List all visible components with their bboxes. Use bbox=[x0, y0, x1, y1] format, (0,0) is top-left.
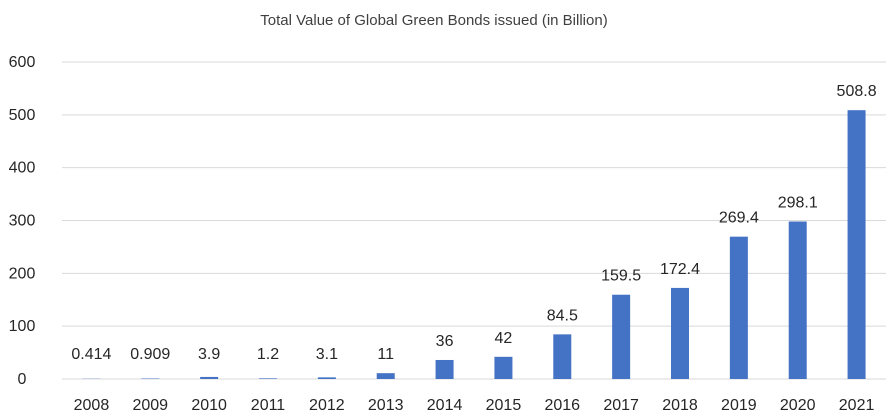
y-tick-label: 100 bbox=[9, 318, 36, 335]
bar bbox=[200, 376, 219, 379]
y-tick-label: 200 bbox=[9, 265, 36, 282]
x-axis-ticks: 2008 2009 2010 2011 2012 2013 2014 2015 2016 2017… bbox=[74, 397, 875, 414]
x-tick-label: 2008 bbox=[74, 397, 110, 414]
data-label: 172.4 bbox=[660, 261, 700, 278]
x-tick-label: 2017 bbox=[603, 397, 639, 414]
x-tick-label: 2020 bbox=[780, 397, 816, 414]
y-tick-label: 0 bbox=[18, 371, 27, 388]
data-label: 3.1 bbox=[316, 346, 338, 363]
gridlines bbox=[62, 61, 886, 380]
data-label: 298.1 bbox=[778, 195, 818, 212]
data-label: 0.909 bbox=[130, 346, 170, 363]
data-label: 269.4 bbox=[719, 210, 759, 227]
bar bbox=[553, 334, 572, 379]
bar bbox=[612, 294, 631, 379]
data-label: 84.5 bbox=[547, 307, 578, 324]
bar bbox=[788, 221, 807, 379]
data-label: 0.414 bbox=[71, 346, 111, 363]
x-tick-label: 2016 bbox=[544, 397, 580, 414]
bar bbox=[317, 377, 336, 379]
bar bbox=[259, 378, 277, 379]
bars bbox=[82, 110, 866, 380]
data-label: 36 bbox=[436, 333, 454, 350]
x-tick-label: 2011 bbox=[251, 397, 286, 414]
data-label: 11 bbox=[377, 346, 394, 363]
data-label: 1.2 bbox=[257, 346, 279, 363]
y-axis-ticks: 0 100 200 300 400 500 600 bbox=[9, 54, 36, 388]
x-tick-label: 2013 bbox=[368, 397, 404, 414]
bar bbox=[729, 236, 748, 379]
data-label: 42 bbox=[495, 330, 513, 347]
bar bbox=[671, 287, 689, 379]
x-tick-label: 2010 bbox=[191, 397, 227, 414]
bar bbox=[435, 359, 454, 379]
bar bbox=[494, 356, 513, 379]
x-tick-label: 2015 bbox=[486, 397, 522, 414]
x-tick-label: 2014 bbox=[427, 397, 463, 414]
y-tick-label: 600 bbox=[9, 54, 36, 71]
data-labels: 0.414 0.909 3.9 1.2 3.1 11 36 42 84.5 159.5 172.4 2… bbox=[71, 83, 876, 363]
y-tick-label: 400 bbox=[9, 160, 36, 177]
bar bbox=[376, 373, 395, 379]
data-label: 159.5 bbox=[601, 268, 641, 285]
chart-title: Total Value of Global Green Bonds issued… bbox=[260, 12, 607, 29]
x-tick-label: 2018 bbox=[662, 397, 698, 414]
x-tick-label: 2019 bbox=[721, 397, 757, 414]
x-tick-label: 2012 bbox=[309, 397, 345, 414]
y-tick-label: 300 bbox=[9, 213, 36, 230]
data-label: 3.9 bbox=[198, 346, 220, 363]
y-tick-label: 500 bbox=[9, 107, 36, 124]
x-tick-label: 2009 bbox=[132, 397, 168, 414]
bar bbox=[847, 110, 866, 380]
x-tick-label: 2021 bbox=[839, 397, 875, 414]
data-label: 508.8 bbox=[837, 83, 877, 100]
